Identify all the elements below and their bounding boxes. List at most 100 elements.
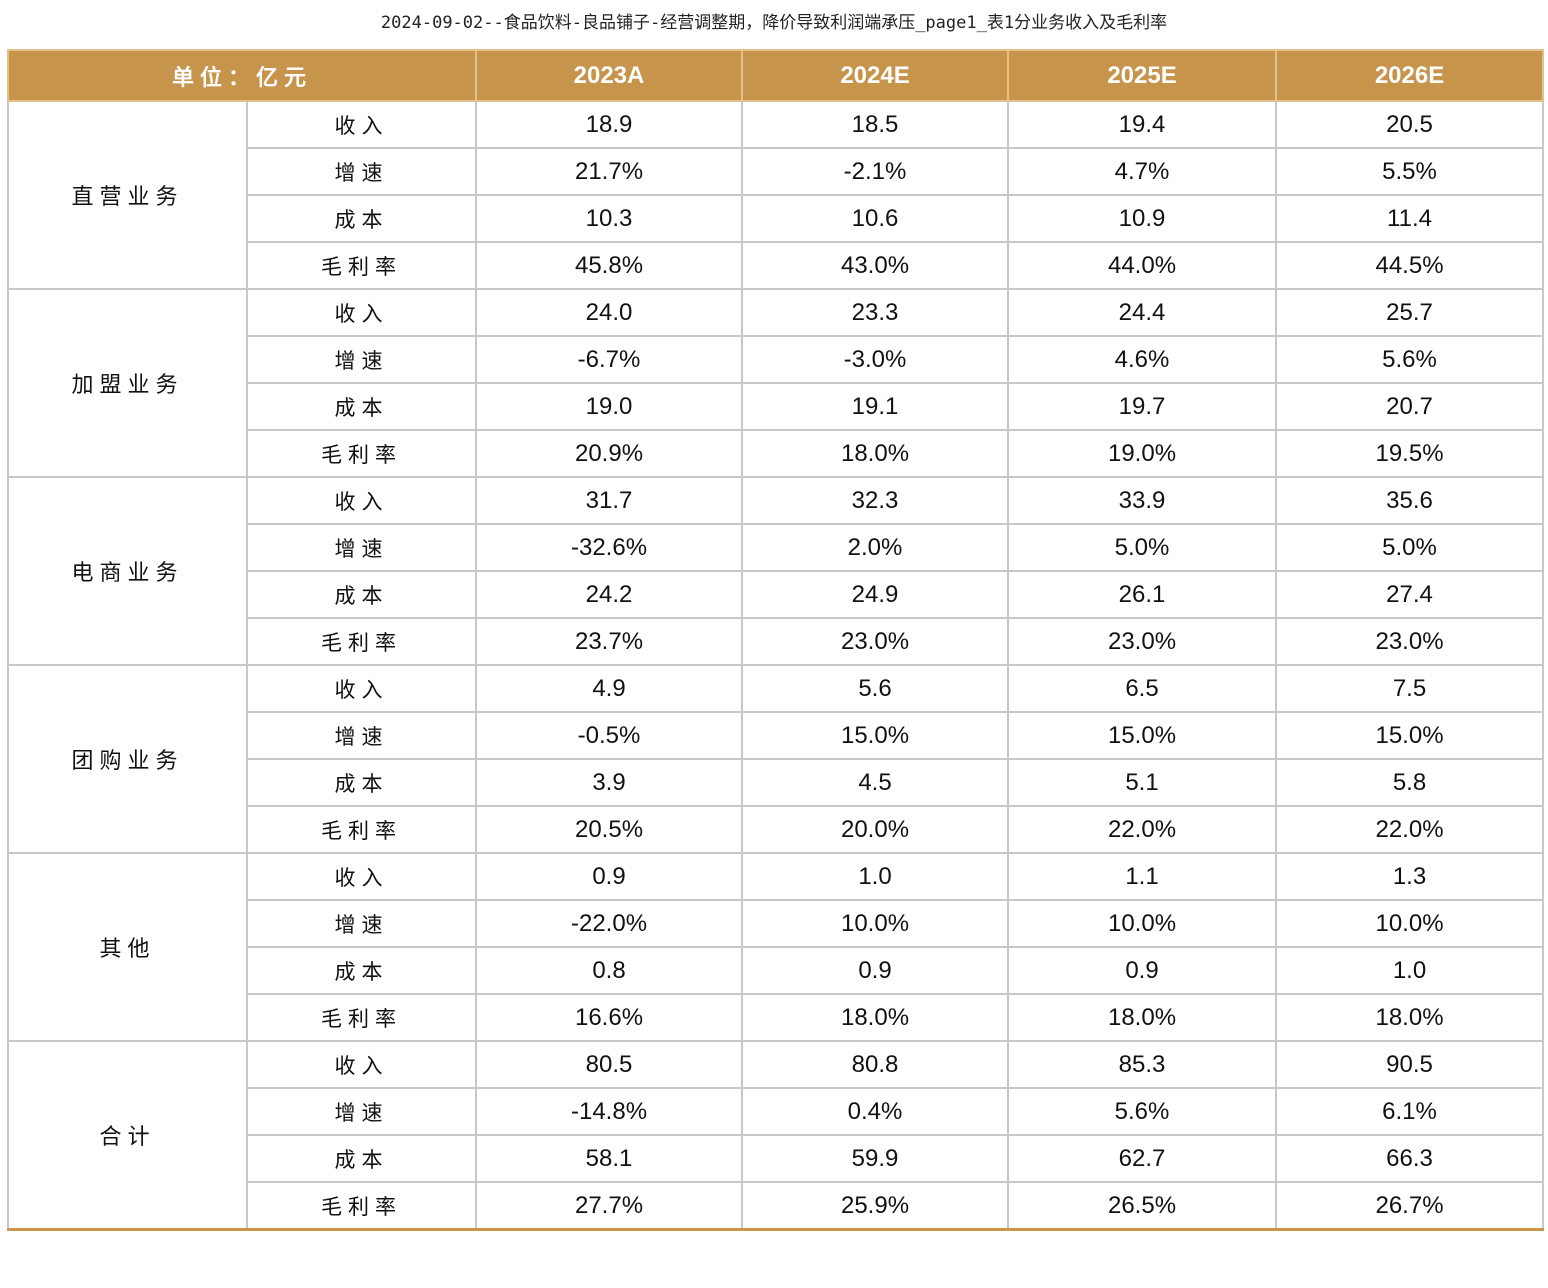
value-cell: 23.0% — [1275, 617, 1545, 666]
value-cell: 10.3 — [475, 194, 744, 243]
value-cell: 85.3 — [1007, 1040, 1278, 1089]
table-row: 成本 24.2 24.9 26.1 27.4 — [8, 570, 1545, 619]
value-cell: 90.5 — [1275, 1040, 1545, 1089]
metric-label: 成本 — [245, 758, 478, 807]
table-row: 增速 -6.7% -3.0% 4.6% 5.6% — [8, 335, 1545, 384]
value-cell: 24.0 — [475, 288, 744, 337]
year-header: 2025E — [1007, 49, 1278, 102]
value-cell: 5.0% — [1275, 523, 1545, 572]
metric-label: 成本 — [245, 194, 478, 243]
value-cell: 45.8% — [475, 241, 744, 290]
value-cell: 0.4% — [741, 1087, 1010, 1136]
value-cell: -2.1% — [741, 147, 1010, 196]
table-row: 成本 0.8 0.9 0.9 1.0 — [8, 946, 1545, 995]
value-cell: -6.7% — [475, 335, 744, 384]
value-cell: 32.3 — [741, 476, 1010, 525]
table-row: 成本 58.1 59.9 62.7 66.3 — [8, 1134, 1545, 1183]
table-row: 毛利率 27.7% 25.9% 26.5% 26.7% — [8, 1181, 1545, 1231]
value-cell: 1.3 — [1275, 852, 1545, 901]
metric-label: 毛利率 — [245, 993, 478, 1042]
segment-label: 加盟业务 — [7, 288, 248, 478]
value-cell: 20.9% — [475, 429, 744, 478]
value-cell: 1.0 — [1275, 946, 1545, 995]
value-cell: 10.0% — [1275, 899, 1545, 948]
table-row: 增速 -32.6% 2.0% 5.0% 5.0% — [8, 523, 1545, 572]
value-cell: 23.7% — [475, 617, 744, 666]
value-cell: -14.8% — [475, 1087, 744, 1136]
value-cell: 19.5% — [1275, 429, 1545, 478]
value-cell: 23.0% — [741, 617, 1010, 666]
value-cell: 5.6 — [741, 664, 1010, 713]
revenue-margin-table: 单位：亿元 2023A 2024E 2025E 2026E 直营业务 收入 18.9… — [6, 49, 1545, 1231]
table-row: 团购业务 收入 4.9 5.6 6.5 7.5 — [7, 664, 1545, 854]
value-cell: 18.0% — [741, 429, 1010, 478]
metric-label: 毛利率 — [245, 241, 478, 290]
value-cell: 15.0% — [1275, 711, 1545, 760]
value-cell: 19.4 — [1007, 100, 1278, 149]
table-row: 增速 -14.8% 0.4% 5.6% 6.1% — [8, 1087, 1545, 1136]
value-cell: 15.0% — [741, 711, 1010, 760]
value-cell: 3.9 — [475, 758, 744, 807]
table-row: 增速 -22.0% 10.0% 10.0% 10.0% — [8, 899, 1545, 948]
value-cell: 5.8 — [1275, 758, 1545, 807]
value-cell: 4.6% — [1007, 335, 1278, 384]
table-row: 增速 21.7% -2.1% 4.7% 5.5% — [8, 147, 1545, 196]
metric-label: 毛利率 — [245, 805, 478, 854]
value-cell: 27.7% — [475, 1181, 744, 1231]
value-cell: 5.6% — [1007, 1087, 1278, 1136]
value-cell: 20.5 — [1275, 100, 1545, 149]
year-header: 2024E — [741, 49, 1010, 102]
value-cell: 0.9 — [475, 852, 744, 901]
value-cell: 80.8 — [741, 1040, 1010, 1089]
metric-label: 增速 — [245, 523, 478, 572]
table-row: 成本 10.3 10.6 10.9 11.4 — [8, 194, 1545, 243]
value-cell: 19.0 — [475, 382, 744, 431]
value-cell: -3.0% — [741, 335, 1010, 384]
value-cell: 0.9 — [741, 946, 1010, 995]
value-cell: 6.1% — [1275, 1087, 1545, 1136]
value-cell: 35.6 — [1275, 476, 1545, 525]
value-cell: 18.0% — [1007, 993, 1278, 1042]
value-cell: -22.0% — [475, 899, 744, 948]
value-cell: 19.7 — [1007, 382, 1278, 431]
value-cell: 20.5% — [475, 805, 744, 854]
value-cell: 43.0% — [741, 241, 1010, 290]
value-cell: 1.0 — [741, 852, 1010, 901]
value-cell: 24.2 — [475, 570, 744, 619]
metric-label: 收入 — [245, 288, 478, 337]
metric-label: 成本 — [245, 382, 478, 431]
value-cell: 27.4 — [1275, 570, 1545, 619]
value-cell: 16.6% — [475, 993, 744, 1042]
table-row: 加盟业务 收入 24.0 23.3 24.4 25.7 — [7, 288, 1545, 478]
value-cell: 5.5% — [1275, 147, 1545, 196]
value-cell: 19.0% — [1007, 429, 1278, 478]
value-cell: 31.7 — [475, 476, 744, 525]
metric-label: 增速 — [245, 335, 478, 384]
table-row: 电商业务 收入 31.7 32.3 33.9 35.6 — [7, 476, 1545, 666]
value-cell: 18.9 — [475, 100, 744, 149]
value-cell: 4.9 — [475, 664, 744, 713]
value-cell: 0.8 — [475, 946, 744, 995]
metric-label: 收入 — [245, 852, 478, 901]
table-row: 毛利率 20.5% 20.0% 22.0% 22.0% — [8, 805, 1545, 854]
value-cell: 6.5 — [1007, 664, 1278, 713]
value-cell: -32.6% — [475, 523, 744, 572]
value-cell: 24.4 — [1007, 288, 1278, 337]
value-cell: 58.1 — [475, 1134, 744, 1183]
value-cell: 5.0% — [1007, 523, 1278, 572]
value-cell: 22.0% — [1275, 805, 1545, 854]
segment-label: 团购业务 — [7, 664, 248, 854]
value-cell: -0.5% — [475, 711, 744, 760]
value-cell: 44.0% — [1007, 241, 1278, 290]
value-cell: 21.7% — [475, 147, 744, 196]
metric-label: 成本 — [245, 1134, 478, 1183]
value-cell: 10.0% — [1007, 899, 1278, 948]
value-cell: 33.9 — [1007, 476, 1278, 525]
table-row: 成本 3.9 4.5 5.1 5.8 — [8, 758, 1545, 807]
value-cell: 23.3 — [741, 288, 1010, 337]
value-cell: 25.9% — [741, 1181, 1010, 1231]
value-cell: 26.1 — [1007, 570, 1278, 619]
value-cell: 59.9 — [741, 1134, 1010, 1183]
value-cell: 0.9 — [1007, 946, 1278, 995]
table-row: 其他 收入 0.9 1.0 1.1 1.3 — [7, 852, 1545, 1042]
